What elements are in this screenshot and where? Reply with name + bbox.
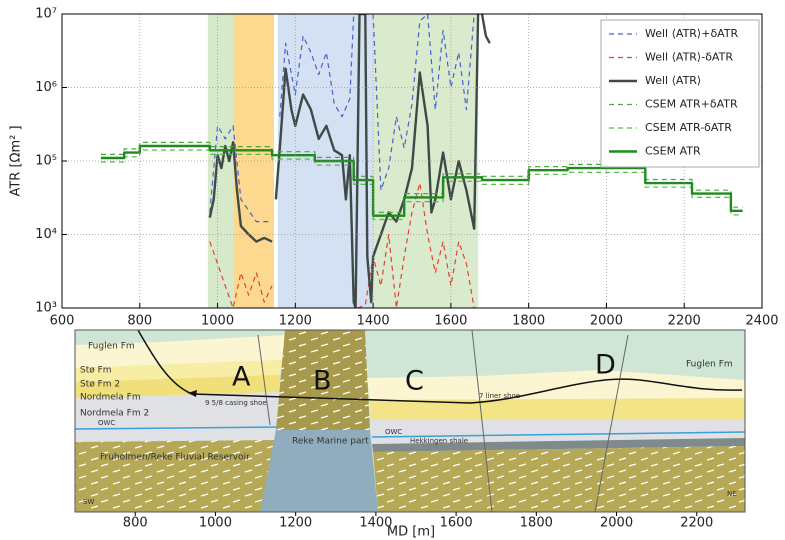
series-line [209,14,475,223]
y-tick-label: 10⁷ [35,7,57,22]
legend: Well ⟨ATR⟩+δATR Well ⟨ATR⟩-δATR Well ⟨ATR⟩… [600,19,760,168]
layer-label: Nordmela Fm [80,393,141,403]
x-tick-label: 1400 [357,314,390,329]
x-tick-label: 800 [123,516,148,531]
owc-line-right [371,431,746,438]
legend-label: Well ⟨ATR⟩+δATR [645,27,739,40]
zone-label: A [232,362,251,393]
direction-label: SW [83,498,94,506]
owc-label: OWC [98,419,115,427]
legend-label: CSEM ATR-δATR [645,121,732,134]
layer-label: Fuglen Fm [686,360,733,370]
layer-label: Stø Fm [80,366,112,376]
x-tick-label: 2000 [590,314,623,329]
fault [471,329,493,513]
x-tick-label: 1800 [512,314,545,329]
y-axis-label: ATR [Ωm² ] [9,125,24,196]
fluvial-layer-right [373,446,745,512]
x-tick-label: 1200 [279,314,312,329]
zone-label: D [595,350,616,381]
y-tick-label: 10³ [35,301,57,316]
x-tick-label: 2400 [745,314,778,329]
series-line [100,141,743,213]
y-tick-label: 10⁶ [35,80,57,95]
sto-layer-right [367,370,745,400]
section-frame [74,329,746,513]
shale-layer [372,438,745,452]
nordmela2-layer [75,392,279,442]
owc-line [74,426,279,430]
plot-frame [61,13,763,309]
x-tick-label: 1400 [359,516,392,531]
nordmela2-layer-right [371,420,745,444]
x-tick-label: 1600 [434,314,467,329]
sto2-layer [75,360,282,382]
x-tick-label: 2200 [680,516,713,531]
legend-box [600,19,760,168]
x-axis-label: MD [m] [387,525,435,540]
x-tick-label: 1600 [440,516,473,531]
x-tick-label: 1800 [520,516,553,531]
x-tick-label: 600 [50,314,75,329]
nordmela-layer [75,375,280,398]
well-path [137,329,743,404]
x-tick-label: 800 [127,314,152,329]
x-tick-label: 2000 [600,516,633,531]
y-tick-label: 10⁵ [35,154,57,169]
legend-label: CSEM ATR+δATR [645,98,738,111]
fault [594,334,629,513]
reke-marine [260,430,378,512]
layer-label: Fruholmen/Reke Fluvial Reservoir [100,453,250,463]
reke-block [276,330,370,430]
x-tick-label: 1200 [279,516,312,531]
y-tick-label: 10⁴ [35,227,57,242]
annotation: Hekkingen shale [410,437,468,445]
sto-layer [75,335,285,368]
legend-label: Well ⟨ATR⟩ [645,74,701,87]
series-line [100,149,743,221]
annotation: 9 5/8 casing shoe [205,399,267,407]
x-tick-label: 2200 [668,314,701,329]
fluvial-layer [75,440,276,512]
atr-chart: ATR [Ωm² ] 600 800 1000 1200 1400 1600 1800 200… [9,7,779,329]
fault [257,334,271,426]
annotation: 7 liner shoe [479,392,520,400]
zone-label: C [405,366,424,397]
layer-label: Stø Fm 2 [80,380,120,390]
direction-label: NE [727,490,737,498]
owc-label: OWC [385,428,402,436]
layer-label: Nordmela Fm 2 [80,409,149,419]
legend-label: CSEM ATR [645,145,701,158]
x-tick-label: 1000 [199,516,232,531]
zone-label: B [313,366,332,397]
x-tick-label: 1000 [201,314,234,329]
layer-label: Reke Marine part [292,437,369,447]
layer-label: Fuglen Fm [88,342,135,352]
legend-label: Well ⟨ATR⟩-δATR [645,51,733,64]
well-arrow [188,390,197,397]
series-line [100,144,743,217]
cross-section: Fuglen Fm Stø Fm Stø Fm 2 Nordmela Fm No… [74,329,746,540]
